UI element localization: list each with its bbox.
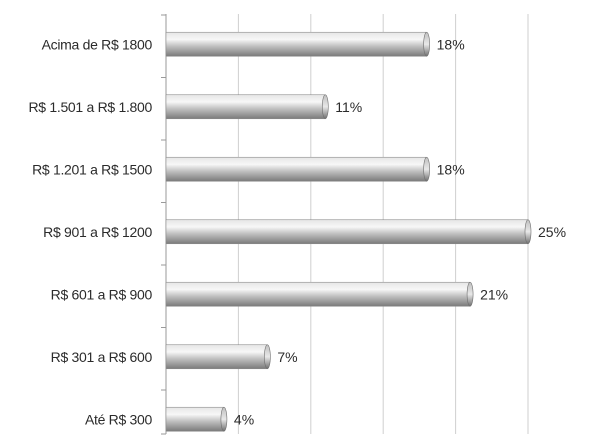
bar-end-cap [220, 406, 228, 432]
bar [165, 31, 427, 57]
bar-end-cap [466, 281, 474, 307]
bar-end-cap [524, 219, 532, 245]
category-label: R$ 1.501 a R$ 1.800 [28, 99, 152, 115]
bar [165, 406, 225, 432]
bar [165, 344, 268, 370]
data-label: 11% [335, 99, 362, 115]
category-label: Acima de R$ 1800 [42, 36, 153, 52]
data-label: 25% [538, 224, 566, 240]
bar [165, 156, 427, 182]
data-label: 18% [437, 36, 465, 52]
data-label: 21% [480, 286, 508, 302]
labels: Acima de R$ 1800 18% R$ 1.501 a R$ 1.800 11… [28, 36, 566, 427]
category-label: Até R$ 300 [85, 411, 153, 427]
bar-end-cap [264, 344, 271, 370]
category-label: R$ 901 a R$ 1200 [43, 224, 152, 240]
data-label: 18% [437, 161, 465, 177]
bar [165, 94, 326, 120]
data-label: 4% [234, 411, 254, 427]
bars [165, 31, 532, 432]
bar [165, 219, 529, 245]
axes [161, 14, 167, 435]
bar-end-cap [423, 31, 430, 57]
category-label: R$ 601 a R$ 900 [51, 286, 153, 302]
data-label: 7% [277, 349, 297, 365]
bar-end-cap [423, 156, 430, 182]
bar [165, 281, 471, 307]
bar-end-cap [321, 94, 329, 120]
category-label: R$ 1.201 a R$ 1500 [32, 161, 152, 177]
category-label: R$ 301 a R$ 600 [51, 349, 153, 365]
